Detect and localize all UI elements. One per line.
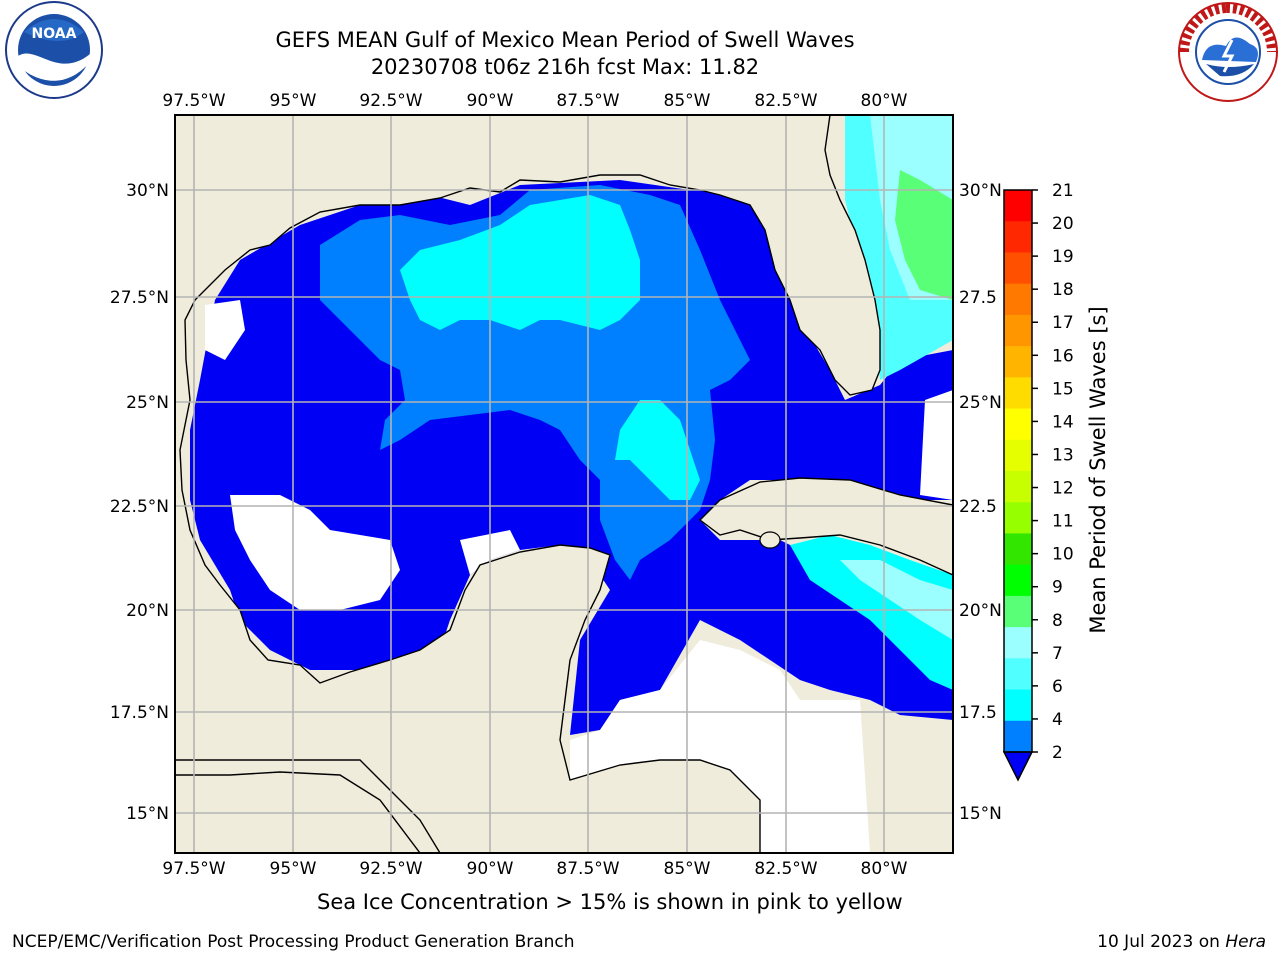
lat-label: 17.5 xyxy=(959,703,997,723)
colorbar-segment xyxy=(1004,190,1032,222)
lon-label: 90°W xyxy=(467,91,514,111)
chart-subtitle: 20230708 t06z 216h fcst Max: 11.82 xyxy=(370,55,760,79)
lat-label: 30°N xyxy=(126,181,169,201)
lon-label: 90°W xyxy=(467,859,514,879)
colorbar-segment xyxy=(1004,471,1032,503)
lon-label: 82.5°W xyxy=(754,859,817,879)
colorbar-ticks: 21 20 19 18 17 16 15 14 13 12 11 10 9 8 7 6 4 2 xyxy=(1032,181,1074,763)
colorbar-segment xyxy=(1004,627,1032,659)
colorbar xyxy=(1002,189,1034,782)
colorbar-tick-label: 19 xyxy=(1052,247,1074,267)
land-mexico-us xyxy=(175,115,881,853)
colorbar-segment xyxy=(1004,377,1032,410)
lat-label: 22.5 xyxy=(959,497,997,517)
lon-label: 80°W xyxy=(861,91,908,111)
lon-label: 97.5°W xyxy=(162,859,225,879)
swell-region-6-8 xyxy=(790,535,953,690)
lat-label: 25°N xyxy=(126,393,169,413)
colorbar-segment xyxy=(1004,564,1032,597)
lon-label: 95°W xyxy=(270,859,317,879)
colorbar-extend-triangle xyxy=(1002,751,1034,782)
lon-label: 85°W xyxy=(664,859,711,879)
lon-labels-bottom: 97.5°W 95°W 92.5°W 90°W 87.5°W 85°W 82.5… xyxy=(162,859,907,879)
lon-label: 87.5°W xyxy=(556,859,619,879)
no-data-area xyxy=(205,300,245,360)
colorbar-tick-label: 8 xyxy=(1052,611,1063,631)
colorbar-segment xyxy=(1004,595,1032,628)
colorbar-label: Mean Period of Swell Waves [s] xyxy=(1086,306,1110,634)
colorbar-segment xyxy=(1004,439,1032,472)
colorbar-tick-label: 11 xyxy=(1052,512,1074,532)
footer-host: Hera xyxy=(1225,932,1266,952)
footer-date-text: 10 Jul 2023 on xyxy=(1097,932,1226,952)
lon-labels-top: 97.5°W 95°W 92.5°W 90°W 87.5°W 85°W 82.5… xyxy=(162,91,907,111)
lat-label: 20°N xyxy=(126,601,169,621)
colorbar-tick-label: 7 xyxy=(1052,644,1063,664)
colorbar-tick-label: 16 xyxy=(1052,346,1074,366)
lat-label: 15°N xyxy=(959,804,1002,824)
lat-label: 22.5°N xyxy=(110,497,169,517)
lat-label: 27.5°N xyxy=(110,288,169,308)
nws-logo-icon xyxy=(1178,2,1278,102)
colorbar-tick-label: 9 xyxy=(1052,578,1063,598)
colorbar-tick-label: 13 xyxy=(1052,445,1074,465)
land-cuba xyxy=(698,477,953,576)
noaa-logo-text: NOAA xyxy=(32,26,77,42)
swell-region-8-9 xyxy=(840,560,953,640)
colorbar-segment xyxy=(1004,221,1032,253)
colorbar-segment xyxy=(1004,720,1032,753)
colorbar-tick-label: 15 xyxy=(1052,379,1074,399)
noaa-logo-icon: NOAA xyxy=(5,1,103,99)
swell-region-6-8 xyxy=(615,400,700,500)
lon-label: 95°W xyxy=(270,91,317,111)
footer-date: 10 Jul 2023 on Hera xyxy=(1097,932,1266,952)
lat-label: 15°N xyxy=(126,804,169,824)
colorbar-segment xyxy=(1004,346,1032,378)
lat-label: 25°N xyxy=(959,393,1002,413)
colorbar-tick-label: 12 xyxy=(1052,479,1074,499)
lon-label: 87.5°W xyxy=(556,91,619,111)
lat-labels-left: 30°N 27.5°N 25°N 22.5°N 20°N 17.5°N 15°N xyxy=(110,181,169,824)
colorbar-tick-label: 17 xyxy=(1052,313,1074,333)
lat-label: 27.5 xyxy=(959,288,997,308)
colorbar-segment xyxy=(1004,314,1032,347)
map-frame xyxy=(174,114,954,854)
lon-label: 85°W xyxy=(664,91,711,111)
colorbar-tick-label: 14 xyxy=(1052,412,1074,432)
colorbar-tick-label: 18 xyxy=(1052,280,1074,300)
colorbar-tick-label: 20 xyxy=(1052,214,1074,234)
lat-label: 30°N xyxy=(959,181,1002,201)
colorbar-segment xyxy=(1004,689,1032,722)
lon-label: 92.5°W xyxy=(359,91,422,111)
lat-label: 17.5°N xyxy=(110,703,169,723)
colorbar-segment xyxy=(1004,658,1032,691)
colorbar-frame xyxy=(1003,189,1033,753)
lat-label: 20°N xyxy=(959,601,1002,621)
lon-label: 80°W xyxy=(861,859,908,879)
lon-label: 82.5°W xyxy=(754,91,817,111)
gridlines xyxy=(175,115,953,853)
colorbar-segment xyxy=(1004,502,1032,534)
land-isle xyxy=(759,531,781,549)
swell-region-9-10 xyxy=(895,170,953,300)
colorbar-segment xyxy=(1004,408,1032,441)
chart-title: GEFS MEAN Gulf of Mexico Mean Period of … xyxy=(275,28,855,52)
lon-label: 92.5°W xyxy=(359,859,422,879)
colorbar-segment xyxy=(1004,283,1032,316)
colorbar-tick-label: 6 xyxy=(1052,677,1063,697)
colorbar-tick-label: 2 xyxy=(1052,743,1063,763)
colorbar-tick-label: 10 xyxy=(1052,545,1074,565)
no-data-area xyxy=(230,495,400,610)
no-data-area xyxy=(920,390,953,500)
colorbar-segment xyxy=(1004,533,1032,566)
colorbar-segment xyxy=(1004,252,1032,285)
footer-credit: NCEP/EMC/Verification Post Processing Pr… xyxy=(12,932,575,952)
lat-labels-right: 30°N 27.5 25°N 22.5 20°N 17.5 15°N xyxy=(959,181,1002,824)
colorbar-tick-label: 21 xyxy=(1052,181,1074,201)
lon-label: 97.5°W xyxy=(162,91,225,111)
sea-ice-note: Sea Ice Concentration > 15% is shown in … xyxy=(317,890,903,914)
colorbar-tick-label: 4 xyxy=(1052,710,1063,730)
